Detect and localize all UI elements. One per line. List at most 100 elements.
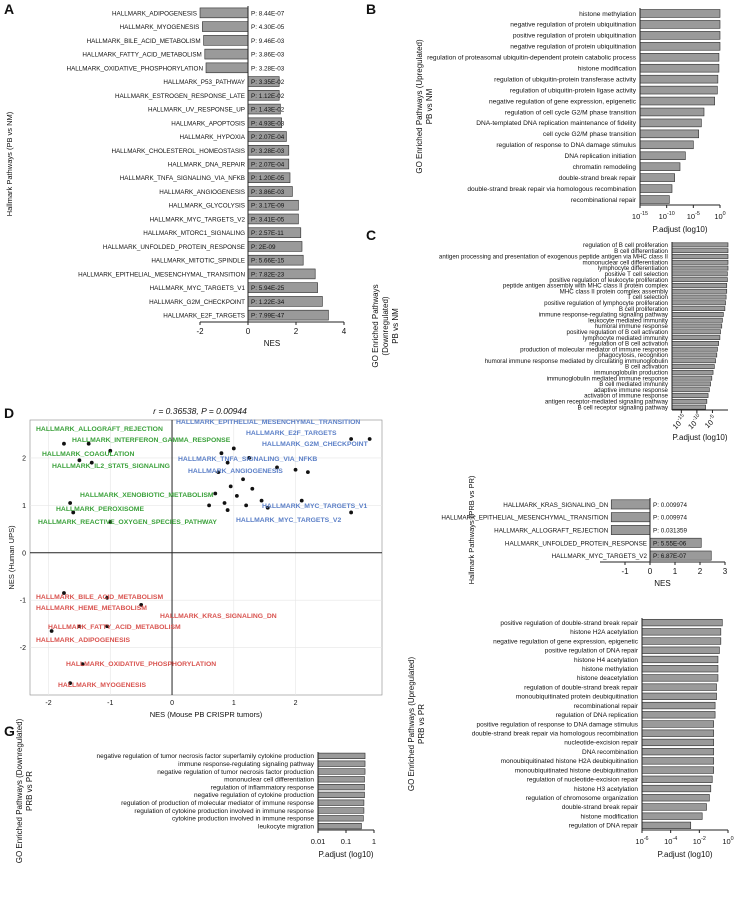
data-point [139, 603, 144, 607]
bar [639, 195, 670, 204]
data-point [225, 508, 230, 512]
category-label: HALLMARK_CHOLESTEROL_HOMEOSTASIS [111, 148, 245, 155]
p-value-label: P: 0.009974 [653, 502, 687, 509]
category-label: peptide antigen assembly with MHC class … [503, 283, 669, 290]
x-tick-label: 10-4 [664, 836, 677, 846]
y-tick-label: 2 [22, 455, 26, 462]
point-annotation: HALLMARK_COAGULATION [42, 451, 134, 458]
x-tick-label: 10-15 [670, 413, 688, 431]
data-point [349, 510, 354, 515]
p-value-label: P: 7.82E-23 [251, 271, 285, 278]
category-label: histone methylation [579, 11, 636, 18]
bar [641, 628, 722, 636]
x-tick-label: 1 [372, 837, 376, 846]
x-tick-label: 10-6 [635, 836, 648, 846]
bar [671, 329, 721, 335]
category-label: B cell receptor signaling pathway [578, 404, 669, 411]
bar [641, 646, 720, 654]
x-tick-label: 0.1 [341, 837, 351, 846]
category-label: regulation of cell cycle G2/M phase tran… [505, 109, 637, 116]
point-annotation: HALLMARK_ADIPOGENESIS [36, 637, 130, 644]
category-label: negative regulation of protein ubiquitin… [510, 44, 636, 51]
data-point [265, 505, 270, 510]
category-label: negative regulation of gene expression, … [493, 638, 639, 645]
p-value-label: P: 0.031359 [653, 528, 687, 535]
bar [641, 720, 714, 728]
bar [639, 107, 705, 117]
category-label: humoral immune response mediated by circ… [485, 358, 669, 365]
data-point [71, 510, 76, 515]
category-label: lymphocyte differentiation [598, 265, 669, 272]
y-tick-label: -2 [20, 645, 26, 652]
p-value-label: P: 3.28E-03 [251, 65, 285, 72]
data-point [49, 629, 54, 633]
point-annotation: HALLMARK_EPITHELIAL_MESENCHYMAL_TRANSITI… [176, 419, 360, 426]
point-annotation: HALLMARK_IL2_STAT5_SIGNALING [52, 463, 170, 470]
category-label: negative regulation of cytokine producti… [194, 792, 314, 799]
bar [317, 791, 365, 799]
category-label: regulation of response to DNA damage sti… [496, 142, 636, 149]
x-tick-label: 0 [170, 700, 174, 707]
category-label: HALLMARK_DNA_REPAIR [168, 162, 246, 169]
bar [204, 48, 249, 60]
point-annotation: HALLMARK_G2M_CHECKPOINT [262, 441, 369, 448]
category-label: positive regulation of double-strand bre… [500, 620, 639, 627]
data-point [89, 460, 94, 465]
category-label: HALLMARK_ALLOGRAFT_REJECTION [494, 528, 609, 535]
category-label: HALLMARK_ADIPOGENESIS [112, 10, 197, 17]
bar [639, 162, 681, 171]
p-value-label: P: 1.43E-02 [251, 107, 285, 114]
bar [671, 393, 709, 398]
bar [641, 757, 714, 765]
x-axis-title: P.adjust (log10) [658, 850, 713, 859]
bar [641, 665, 719, 673]
y-axis-title: PRB vs PR [25, 771, 34, 811]
data-point [275, 465, 279, 470]
category-label: immune response-regulating signaling pat… [539, 312, 669, 319]
bar [641, 784, 712, 793]
category-label: histone methylation [582, 666, 638, 673]
data-point [299, 498, 304, 503]
panel-a-chart: HALLMARK_ADIPOGENESIS P: 8.44E-07 HALLMARK… [5, 6, 347, 348]
point-annotation: HALLMARK_TNFA_SIGNALING_VIA_NFKB [178, 456, 317, 463]
category-label: double-strand break repair via homologou… [472, 730, 639, 737]
category-label: negative regulation of protein ubiquitin… [510, 22, 636, 29]
bar [671, 335, 721, 340]
category-label: monoubiquitinated protein deubiquitinati… [516, 694, 639, 701]
category-label: positive regulation of lymphocyte prolif… [544, 300, 668, 307]
data-point [86, 441, 91, 446]
bar [641, 821, 692, 830]
bar [671, 375, 713, 381]
data-point [80, 662, 85, 667]
category-label: production of molecular mediator of immu… [520, 346, 668, 353]
category-label: negative regulation of gene expression, … [489, 98, 637, 105]
category-label: immune response-regulating signaling pat… [178, 761, 315, 768]
data-point [216, 470, 221, 475]
x-tick-label: 1 [673, 567, 678, 576]
category-label: cell cycle G2/M phase transition [543, 131, 636, 138]
x-tick-label: 0.01 [311, 837, 326, 846]
data-point [222, 501, 227, 505]
category-label: regulation of ubiquitin-protein ligase a… [510, 87, 637, 94]
category-label: HALLMARK_APOPTOSIS [171, 120, 245, 127]
x-tick-label: -2 [45, 700, 51, 707]
p-value-label: P: 5.66E-15 [251, 258, 285, 265]
bar [671, 300, 726, 306]
bar [671, 317, 723, 323]
bar [641, 729, 714, 737]
bar [641, 655, 719, 664]
category-label: HALLMARK_MYC_TARGETS_V2 [552, 553, 648, 560]
category-label: nucleotide-excision repair [564, 740, 639, 747]
bar [317, 799, 365, 806]
y-axis-title: Hallmark Pathways (PRB vs PR) [467, 475, 476, 584]
p-value-label: P: 9.46E-03 [251, 38, 285, 45]
p-value-label: P: 0.009974 [653, 515, 687, 522]
p-value-label: P: 4.93E-03 [251, 120, 285, 127]
bar [639, 53, 720, 62]
category-label: regulation of double-strand break repair [524, 684, 639, 691]
x-tick-label: -2 [196, 327, 204, 336]
category-label: double-strand break repair [562, 804, 639, 811]
panel-letter-b: B [366, 1, 376, 17]
category-label: HALLMARK_E2F_TARGETS [163, 313, 245, 320]
